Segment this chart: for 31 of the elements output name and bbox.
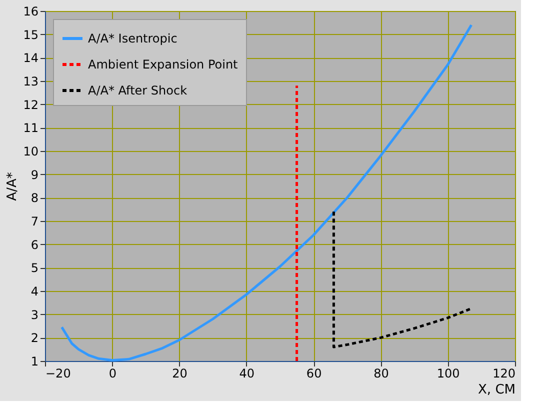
- x-tick-label: 80: [374, 366, 389, 380]
- legend-label: Ambient Expansion Point: [88, 58, 238, 72]
- y-tick-label: 5: [30, 261, 38, 276]
- legend-label: A/A* After Shock: [88, 84, 188, 98]
- y-tick-label: 16: [23, 4, 38, 18]
- x-tick-label: 120: [492, 366, 516, 380]
- x-tick-label: 40: [239, 366, 255, 380]
- y-tick-label: 2: [30, 331, 38, 346]
- x-tick-label: 100: [436, 366, 460, 380]
- line-series: [332, 210, 473, 348]
- y-tick-label: 7: [30, 214, 38, 228]
- y-tick-label: 3: [30, 308, 38, 322]
- y-tick-label: 8: [30, 191, 38, 206]
- x-tick-label: 60: [306, 366, 322, 380]
- y-tick-label: 10: [23, 144, 38, 158]
- line-series: [60, 24, 473, 362]
- y-tick-label: 9: [30, 168, 38, 182]
- y-tick-label: 6: [30, 238, 38, 252]
- x-axis-title: X, CM: [478, 382, 516, 398]
- y-tick-label: 4: [30, 284, 38, 298]
- y-tick-label: 1: [30, 354, 38, 368]
- legend-label: A/A* Isentropic: [88, 32, 178, 46]
- y-axis-title: A/A*: [5, 172, 20, 201]
- y-tick-label: 13: [23, 74, 38, 88]
- y-tick-label: 15: [23, 28, 38, 42]
- y-tick-label: 14: [23, 51, 38, 66]
- x-tick-label: −20: [46, 366, 71, 380]
- y-tick-label: 11: [23, 121, 38, 136]
- x-tick-label: 20: [172, 366, 188, 380]
- y-tick-label: 12: [23, 98, 38, 112]
- x-tick-label: 0: [108, 366, 116, 380]
